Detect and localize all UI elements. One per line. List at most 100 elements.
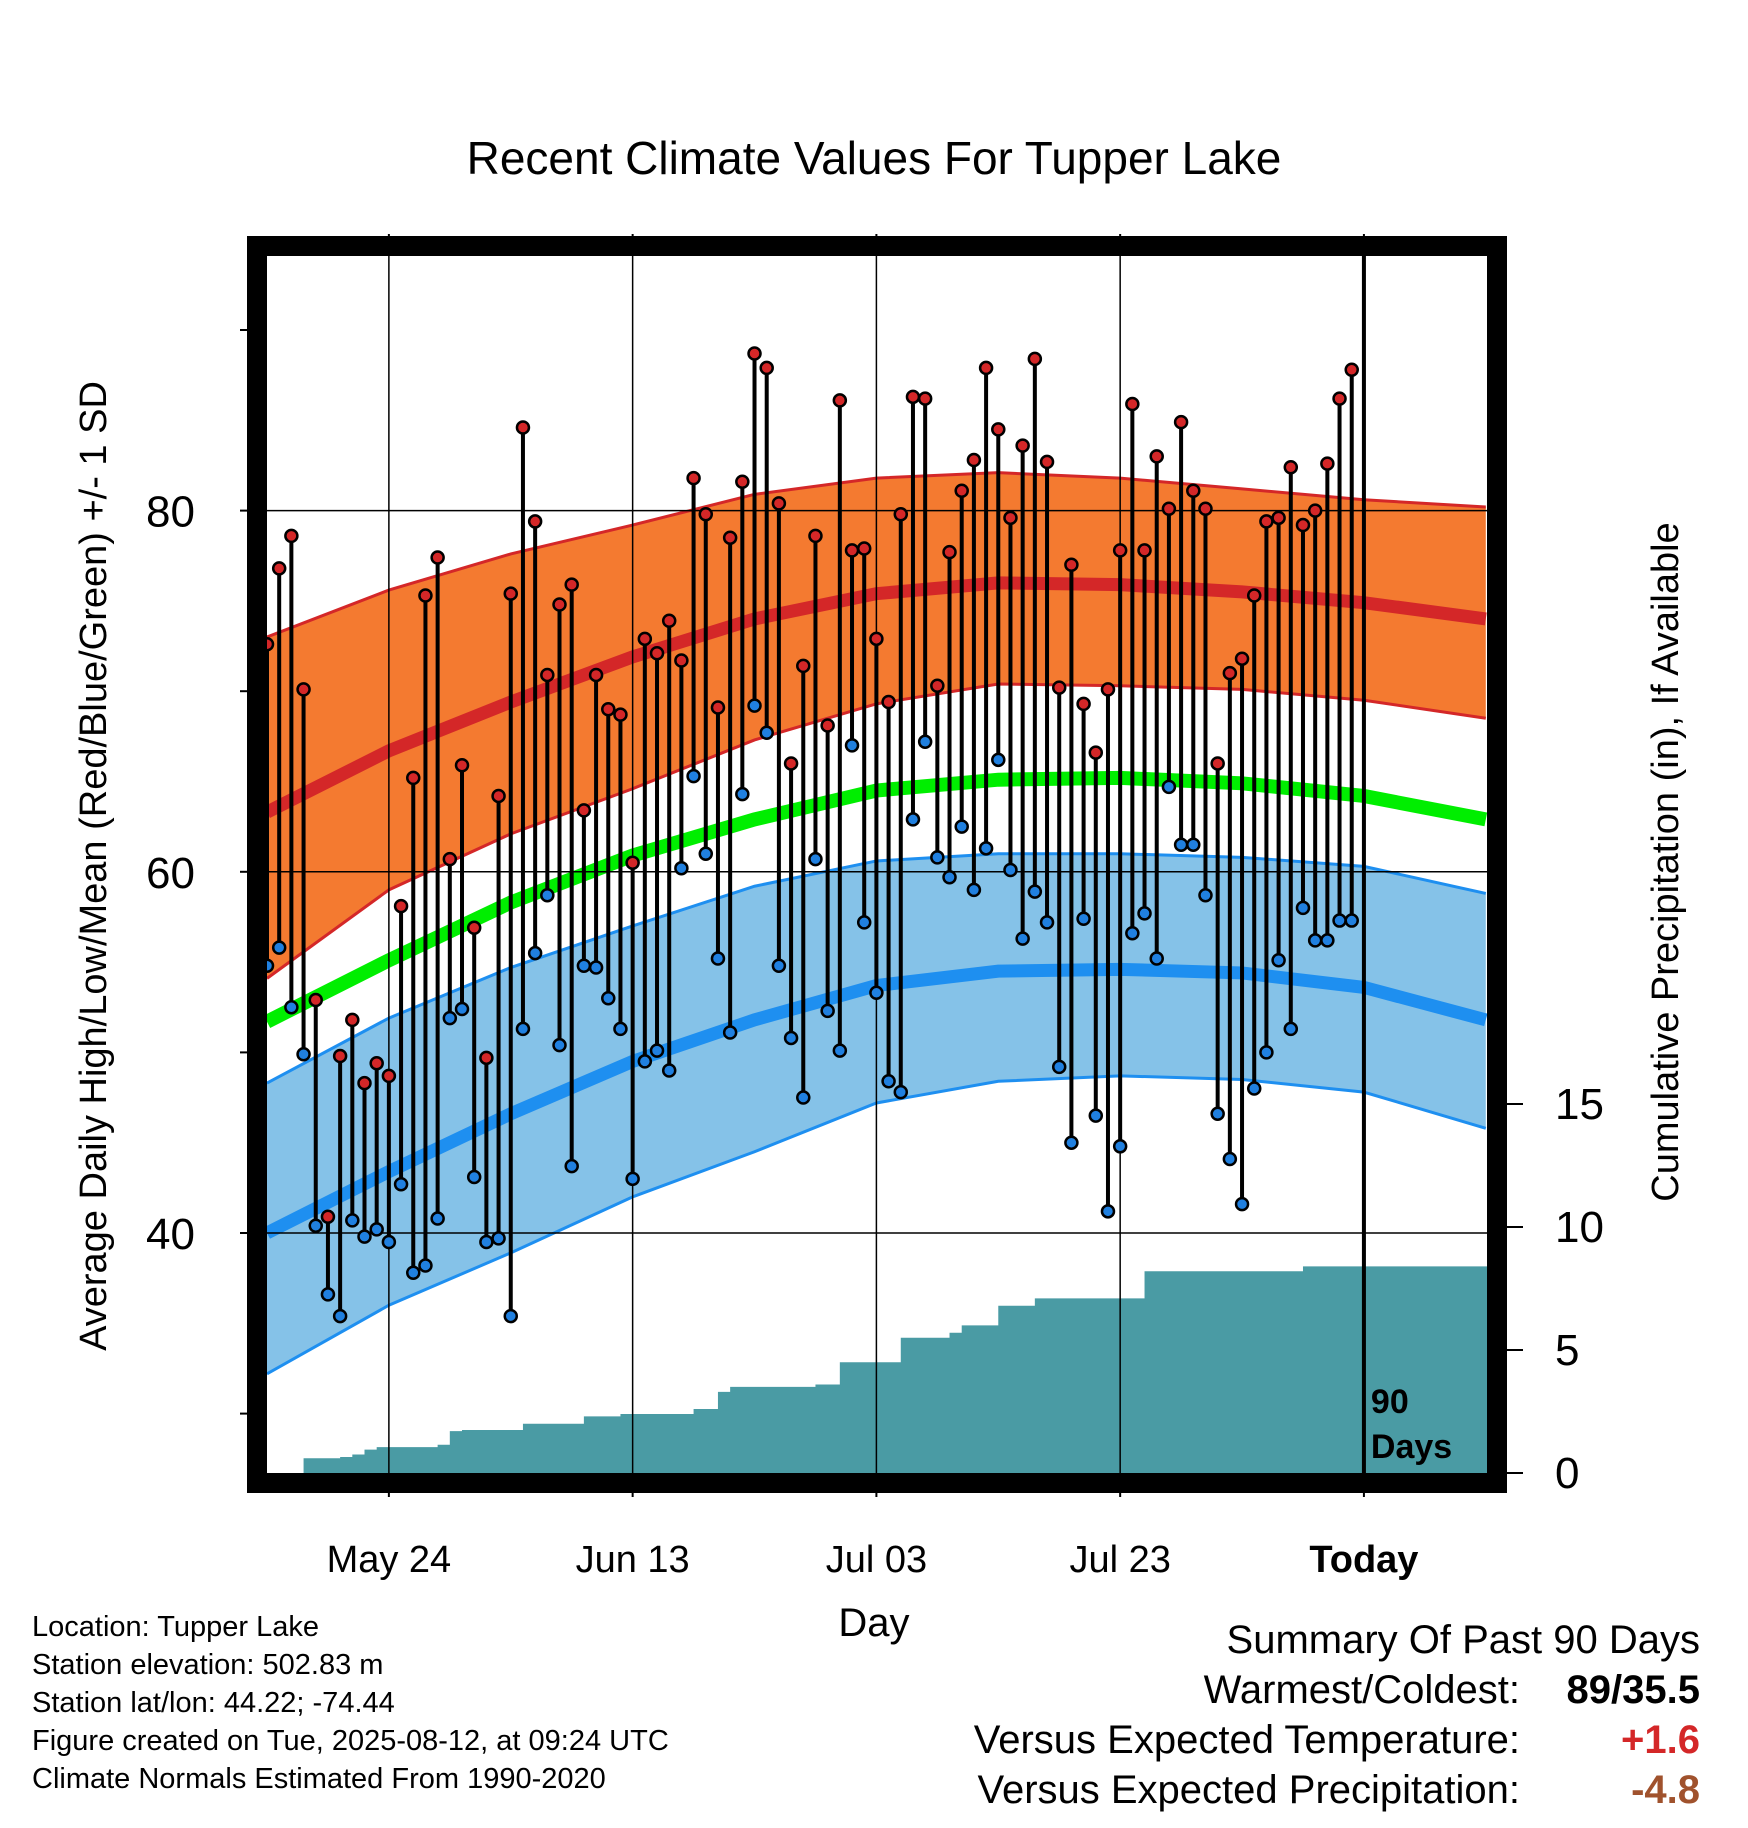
- low-point: [1003, 862, 1018, 878]
- high-point: [1149, 449, 1164, 464]
- high-point: [1222, 665, 1238, 681]
- high-point: [905, 389, 921, 405]
- low-point: [588, 960, 604, 975]
- low-point: [735, 786, 750, 802]
- low-point: [722, 1025, 738, 1040]
- low-point: [1332, 913, 1347, 928]
- footer-elevation: Station elevation: 502.83 m: [32, 1649, 384, 1681]
- high-point: [1198, 501, 1213, 517]
- x-tick-label-today: Today: [1309, 1539, 1418, 1581]
- low-point: [978, 841, 994, 856]
- high-point: [1125, 396, 1140, 412]
- high-point: [1137, 543, 1152, 558]
- low-point: [796, 1090, 811, 1105]
- high-point: [759, 360, 774, 376]
- low-point: [442, 1010, 458, 1026]
- high-point: [869, 631, 884, 647]
- y2-tick-label: 5: [1555, 1326, 1579, 1375]
- high-point: [1088, 745, 1104, 760]
- low-point: [1088, 1108, 1104, 1123]
- today-days-number: 90: [1371, 1383, 1409, 1421]
- high-point: [442, 851, 458, 867]
- low-point: [1198, 888, 1213, 903]
- low-point: [1125, 925, 1140, 941]
- low-point: [942, 869, 957, 885]
- precip-area: [267, 1266, 1487, 1473]
- low-point: [905, 812, 921, 827]
- high-point: [503, 586, 519, 601]
- low-point: [564, 1158, 579, 1174]
- high-point: [393, 898, 409, 914]
- low-point: [381, 1234, 397, 1250]
- high-point: [1210, 756, 1225, 771]
- high-point: [515, 420, 531, 435]
- low-point: [710, 951, 726, 966]
- high-point: [540, 667, 555, 683]
- high-point: [430, 550, 445, 565]
- low-point: [308, 1218, 324, 1234]
- high-point: [649, 646, 665, 661]
- low-point: [1076, 911, 1091, 927]
- low-point: [393, 1176, 409, 1192]
- high-point: [296, 682, 311, 697]
- high-point: [808, 528, 823, 544]
- low-point: [783, 1030, 799, 1046]
- high-point: [491, 788, 506, 804]
- high-point: [1039, 454, 1055, 470]
- high-point: [1076, 696, 1091, 712]
- low-point: [893, 1084, 909, 1100]
- low-point: [332, 1308, 348, 1324]
- low-point: [991, 752, 1006, 768]
- low-point: [430, 1211, 445, 1226]
- low-point: [613, 1021, 628, 1037]
- low-point: [527, 945, 543, 961]
- low-point: [686, 768, 701, 784]
- summary-temp-label: Versus Expected Temperature:: [973, 1718, 1520, 1762]
- high-point: [674, 653, 689, 668]
- low-point: [698, 846, 714, 861]
- high-point: [454, 757, 470, 773]
- high-point: [1295, 517, 1311, 533]
- low-point: [1161, 779, 1177, 795]
- high-point: [978, 360, 994, 376]
- low-point: [491, 1231, 506, 1246]
- high-point: [267, 636, 275, 652]
- climate-chart: Recent Climate Values For Tupper Lake 90 D…: [73, 132, 1687, 1645]
- footer-location: Location: Tupper Lake: [32, 1611, 319, 1643]
- high-point: [1234, 651, 1250, 666]
- high-point: [881, 694, 896, 710]
- high-point: [1320, 456, 1335, 471]
- low-point: [418, 1258, 433, 1273]
- high-point: [856, 541, 872, 556]
- high-point: [1332, 391, 1347, 406]
- low-point: [930, 850, 945, 865]
- high-point: [1100, 682, 1116, 697]
- summary-warmest-value: 89/35.5: [1566, 1668, 1700, 1712]
- high-point: [552, 597, 567, 612]
- high-point: [796, 658, 811, 674]
- high-point: [1259, 514, 1274, 529]
- high-point: [966, 452, 982, 468]
- summary-warmest-label: Warmest/Coldest:: [1203, 1668, 1520, 1712]
- high-point: [893, 506, 909, 522]
- high-point: [332, 1048, 348, 1064]
- low-point: [917, 734, 933, 750]
- high-point: [1246, 588, 1262, 603]
- high-point: [930, 678, 945, 694]
- low-point: [869, 985, 884, 1001]
- high-point: [820, 718, 835, 733]
- high-point: [320, 1209, 336, 1224]
- high-point: [1051, 680, 1067, 695]
- low-point: [832, 1043, 848, 1058]
- summary-warmest-row: Warmest/Coldest: 89/35.5: [1204, 1668, 1700, 1713]
- low-point: [1149, 951, 1164, 966]
- footer-latlon: Station lat/lon: 44.22; -74.44: [32, 1687, 395, 1719]
- high-point: [661, 613, 677, 629]
- low-point: [601, 990, 616, 1006]
- high-point: [747, 346, 762, 361]
- low-point: [649, 1043, 665, 1058]
- high-point: [1161, 501, 1177, 517]
- high-point: [613, 707, 628, 722]
- x-tick-label: Jul 03: [826, 1539, 927, 1581]
- high-point: [284, 528, 299, 544]
